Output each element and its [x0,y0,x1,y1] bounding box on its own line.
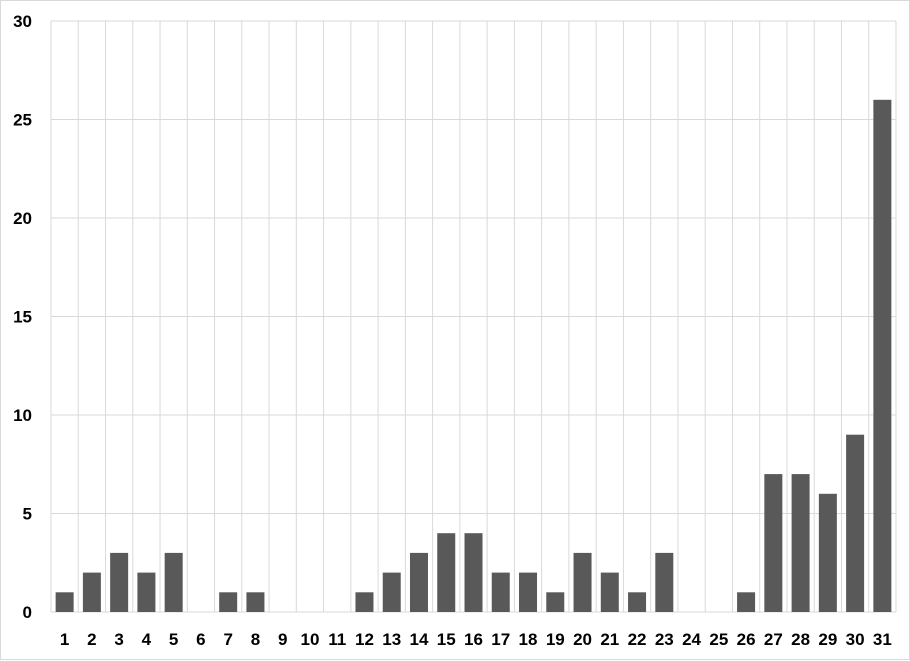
y-tick-label: 30 [13,12,32,31]
y-tick-label: 10 [13,406,32,425]
bar-28 [791,474,810,612]
x-tick-label: 19 [546,630,565,649]
x-tick-label: 28 [791,630,810,649]
y-tick-label: 15 [13,308,32,327]
x-tick-label: 3 [114,630,123,649]
bar-29 [818,493,837,612]
x-tick-label: 12 [355,630,374,649]
bar-30 [846,434,865,612]
x-tick-label: 6 [196,630,205,649]
bar-27 [764,474,783,612]
bar-21 [600,572,619,612]
bar-18 [519,572,538,612]
x-tick-label: 23 [655,630,674,649]
x-tick-label: 1 [60,630,69,649]
x-tick-label: 27 [764,630,783,649]
bar-1 [55,592,74,612]
x-tick-label: 21 [600,630,619,649]
x-tick-label: 30 [846,630,865,649]
x-tick-label: 9 [278,630,287,649]
x-tick-label: 7 [223,630,232,649]
x-tick-label: 8 [251,630,260,649]
x-tick-label: 10 [300,630,319,649]
x-tick-label: 15 [437,630,456,649]
x-tick-label: 25 [709,630,728,649]
bar-20 [573,552,592,612]
bar-17 [491,572,510,612]
y-tick-label: 0 [23,603,32,622]
bar-12 [355,592,374,612]
x-tick-label: 2 [87,630,96,649]
bar-2 [82,572,101,612]
bar-26 [737,592,756,612]
bar-14 [409,552,428,612]
x-tick-label: 16 [464,630,483,649]
bar-31 [873,99,892,613]
x-tick-label: 31 [873,630,892,649]
bar-16 [464,533,483,612]
x-tick-label: 26 [737,630,756,649]
x-tick-label: 17 [491,630,510,649]
x-tick-label: 14 [410,630,429,649]
y-tick-label: 20 [13,209,32,228]
bar-5 [164,552,183,612]
x-tick-label: 18 [519,630,538,649]
bar-7 [219,592,238,612]
y-tick-label: 25 [13,111,32,130]
bar-8 [246,592,265,612]
bar-13 [382,572,401,612]
bar-4 [137,572,156,612]
bar-22 [628,592,647,612]
bar-23 [655,552,674,612]
x-tick-label: 29 [818,630,837,649]
x-tick-label: 22 [628,630,647,649]
y-tick-label: 5 [23,505,32,524]
x-tick-label: 4 [142,630,152,649]
bar-3 [110,552,129,612]
x-tick-label: 5 [169,630,178,649]
x-tick-label: 24 [682,630,701,649]
x-tick-label: 20 [573,630,592,649]
bar-15 [437,533,456,612]
bar-19 [546,592,565,612]
x-tick-label: 13 [382,630,401,649]
x-tick-label: 11 [328,630,346,649]
